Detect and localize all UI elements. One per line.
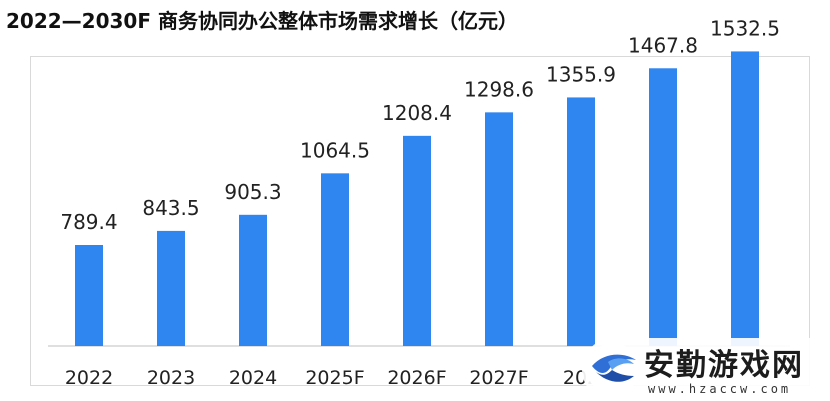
value-label-2029F: 1467.8 [628,33,698,57]
value-label-2027F: 1298.6 [464,77,534,101]
value-label-2028F: 1355.9 [546,62,616,86]
category-label-2022: 2022 [65,367,113,389]
category-label-2027F: 2027F [469,367,528,389]
category-label-2023: 2023 [147,367,195,389]
value-label-2023: 843.5 [142,196,199,220]
watermark: 安勤游戏网 www.hzaccw.com [582,338,830,401]
value-label-2025F: 1064.5 [300,138,370,162]
watermark-url: www.hzaccw.com [648,382,792,396]
value-label-2030F: 1532.5 [710,16,780,40]
bar-2023 [157,230,185,346]
bar-2028F [567,97,595,346]
category-label-2024: 2024 [229,367,277,389]
category-label-2025F: 2025F [305,367,364,389]
bar-2022 [75,245,103,346]
bird-logo-icon [587,343,639,395]
value-label-2026F: 1208.4 [382,101,452,125]
bar-2027F [485,112,513,347]
bar-2025F [321,173,349,346]
value-label-2024: 905.3 [224,180,281,204]
bar-2029F [649,68,677,347]
bar-2030F [731,51,759,346]
bar-2024 [239,214,267,346]
bar-2026F [403,135,431,346]
chart-title: 2022—2030F 商务协同办公整体市场需求增长（亿元） [6,9,518,33]
watermark-name: 安勤游戏网 [644,348,804,383]
category-label-2026F: 2026F [387,367,446,389]
value-label-2022: 789.4 [60,210,117,234]
